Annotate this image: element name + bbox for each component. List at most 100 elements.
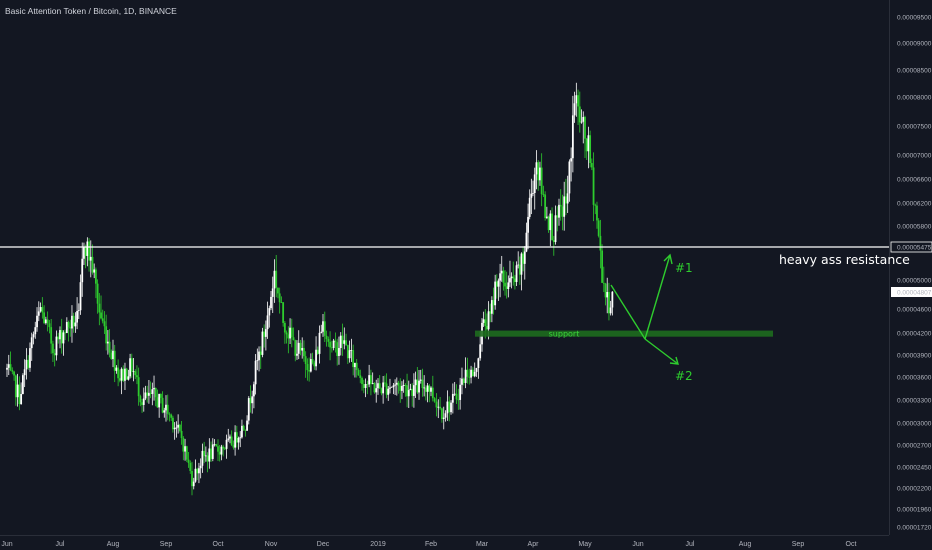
candle-body [606,292,609,298]
candle-body [44,319,47,324]
candle-body [494,281,497,306]
candle-body [60,330,63,344]
candle-body [6,367,8,370]
candle-body [36,315,38,328]
candle-body [446,401,449,414]
candle-body [362,384,365,388]
candle-body [108,341,111,353]
candle-body [170,414,173,418]
candle-body [439,406,442,409]
candle-body [419,379,422,381]
candle-body [565,196,567,204]
support-zone[interactable] [475,330,773,337]
candle-body [229,436,231,439]
candle-body [259,351,262,355]
candle-body [473,371,476,377]
candle-body [495,281,498,287]
candle-body [48,323,51,328]
candle-body [232,444,235,448]
candle-body [210,448,212,459]
candle-body [597,220,600,236]
candle-body [318,332,321,354]
candle-body [100,312,102,319]
candle-body [507,282,510,289]
candle-body [592,167,595,205]
time-tick-label: Jun [1,541,12,548]
candle-body [373,383,376,393]
candle-body [151,389,154,394]
candle-body [91,256,94,273]
scenario-2-arrowhead [669,356,679,365]
candle-body [79,282,82,311]
candle-body [275,270,278,288]
candle-body [484,319,487,326]
candle-body [418,380,420,393]
price-tick-label: 0.00008500 [897,68,932,75]
candle-body [182,438,185,452]
candle-body [479,344,482,359]
candle-body [89,256,92,261]
time-tick-label: May [578,541,592,548]
candle-body [350,350,353,352]
candle-body [378,383,381,389]
candle-body [315,349,317,367]
candle-body [297,342,300,354]
candle-body [132,371,135,373]
candle-body [127,376,130,380]
candle-body [505,286,508,289]
candle-body [52,343,54,354]
candle-body [547,216,550,231]
candle-body [421,379,424,389]
candle-body [263,331,266,337]
candle-body [382,382,385,394]
candle-body [69,327,72,329]
candle-body [29,348,31,368]
time-tick-label: Oct [846,541,857,548]
candle-body [304,356,307,365]
candle-body [380,388,383,394]
candle-body [137,377,140,397]
candle-body [266,315,269,330]
candle-body [110,352,113,359]
candle-body [311,359,314,363]
candle-body [345,340,347,346]
candle-body [609,307,612,314]
candle-body [343,340,346,344]
candle-body [568,161,571,194]
candle-body [563,196,566,217]
candle-body [105,326,108,344]
price-tick-label: 0.00005800 [897,224,932,231]
candle-body [596,205,598,221]
candle-body [148,392,150,396]
candle-body [502,270,505,283]
candle-body [500,270,503,274]
candle-body [50,327,53,344]
candle-body [55,336,58,356]
candle-body [523,251,526,264]
candle-body [7,364,10,368]
candle-body [273,270,276,289]
candle-body [290,327,293,338]
candle-body [93,269,96,273]
candle-body [385,383,388,395]
candle-body [180,430,183,439]
candle-body [520,253,523,275]
resistance-price-tag: 0.00005475 [890,241,932,253]
candle-body [527,216,529,233]
candle-body [285,332,288,335]
price-tick-label: 0.00002450 [897,465,932,472]
candle-body [25,359,28,370]
time-tick-label: Sep [792,541,805,548]
candle-body [153,387,155,390]
price-tick-label: 0.00004200 [897,331,932,338]
candle-body [325,335,328,340]
candle-body [239,437,242,439]
candle-body [13,371,15,376]
candle-body [577,95,579,107]
candle-body [196,468,199,474]
candle-body [280,302,283,304]
candle-body [86,241,89,256]
candle-body [14,375,17,398]
candle-body [67,322,70,328]
